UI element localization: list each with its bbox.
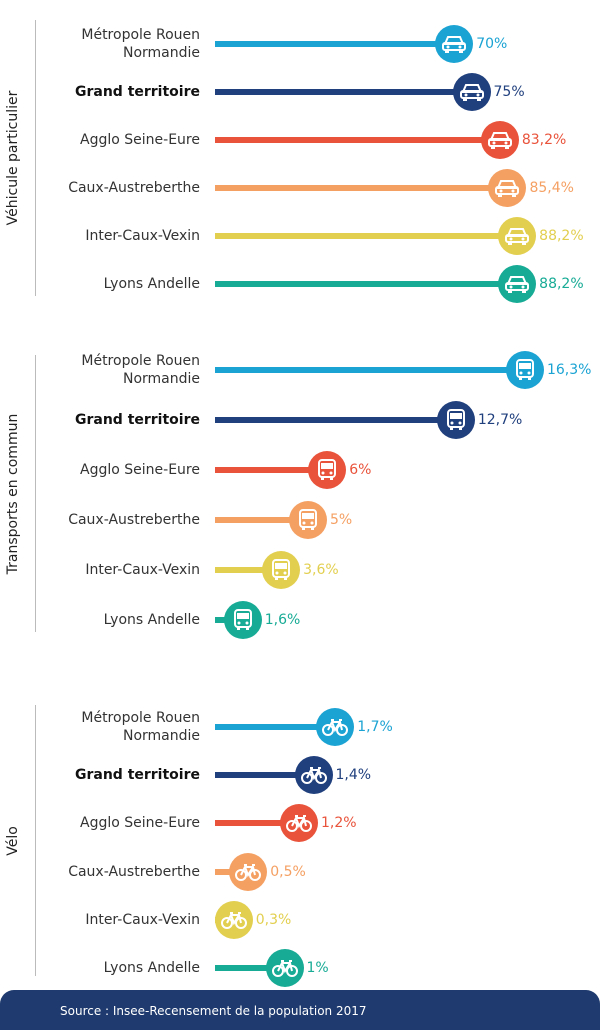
value-label: 0,5% (270, 863, 306, 880)
bar (215, 567, 282, 573)
category-label: Inter-Caux-Vexin (85, 911, 200, 928)
axis-line (35, 355, 36, 632)
bar-icon (223, 601, 262, 639)
category-label: Métropole Rouen Normandie (81, 27, 200, 61)
panel-title: Véhicule particulier (5, 90, 21, 226)
bar-icon (480, 121, 519, 159)
value-label: 12,7% (477, 412, 523, 428)
value-label: 1,4% (335, 767, 372, 784)
bar (215, 820, 299, 827)
category-label: Grand territoire (74, 412, 200, 428)
value-label: 1,2% (321, 815, 357, 832)
category-label: Agglo Seine-Eure (80, 132, 200, 148)
bar (215, 281, 518, 287)
value-label: 6% (349, 462, 372, 478)
value-label: 1,7% (357, 719, 393, 735)
bar-icon (488, 169, 527, 207)
bar (215, 467, 328, 473)
value-label: 1,6% (264, 612, 301, 628)
category-label: Caux-Austreberthe (68, 512, 200, 528)
category-label: Inter-Caux-Vexin (85, 228, 200, 244)
category-label: Lyons Andelle (103, 612, 200, 628)
value-label: 5% (330, 512, 353, 528)
value-label: 70% (476, 36, 508, 52)
category-label: Inter-Caux-Vexin (85, 562, 200, 578)
category-label: Caux-Austreberthe (68, 180, 200, 196)
bar-icon (316, 708, 355, 746)
bar (215, 772, 314, 779)
bar (215, 724, 336, 730)
bar-icon (294, 756, 333, 795)
bar (215, 517, 308, 523)
bar (215, 233, 518, 239)
category-label: Métropole Rouen Normandie (81, 710, 200, 744)
value-label: 75% (493, 84, 525, 100)
panel-title: Transports en commun (5, 413, 21, 574)
category-label: Lyons Andelle (103, 960, 200, 976)
category-label: Agglo Seine-Eure (80, 815, 200, 832)
category-label: Grand territoire (74, 767, 200, 784)
value-label: 83,2% (521, 132, 567, 148)
bar-icon (308, 451, 347, 489)
axis-line (35, 705, 36, 976)
footer: Source : Insee-Recensement de la populat… (0, 990, 600, 1030)
bar-icon (498, 217, 537, 255)
source: Source : Insee-Recensement de la populat… (60, 1004, 367, 1018)
bar-icon (280, 804, 318, 843)
bar-icon (505, 351, 544, 389)
bar-icon (289, 501, 327, 539)
bar-icon (498, 265, 537, 303)
value-label: 85,4% (529, 180, 574, 196)
bar-icon (262, 551, 301, 589)
bar-icon (214, 900, 253, 939)
category-label: Caux-Austreberthe (68, 863, 200, 880)
bar-icon (229, 852, 268, 891)
bar (215, 41, 455, 47)
category-label: Lyons Andelle (103, 276, 200, 292)
bar (215, 89, 472, 95)
value-label: 3,6% (303, 562, 339, 578)
bar (215, 965, 285, 971)
category-label: Métropole Rouen Normandie (81, 353, 200, 387)
bar-icon (265, 949, 304, 987)
value-label: 88,2% (539, 228, 584, 244)
category-label: Agglo Seine-Eure (80, 462, 200, 478)
bar-icon (436, 401, 475, 439)
value-label: 1% (306, 960, 329, 976)
bar (215, 185, 508, 191)
bar-icon (452, 73, 491, 111)
panel-title: Vélo (5, 825, 21, 856)
value-label: 16,3% (546, 362, 592, 378)
value-label: 0,3% (255, 911, 292, 928)
axis-line (35, 20, 36, 296)
bar (215, 417, 456, 423)
value-label: 88,2% (539, 276, 584, 292)
bar (215, 137, 500, 143)
bar-icon (435, 25, 474, 63)
bar (215, 367, 525, 373)
category-label: Grand territoire (74, 84, 200, 100)
